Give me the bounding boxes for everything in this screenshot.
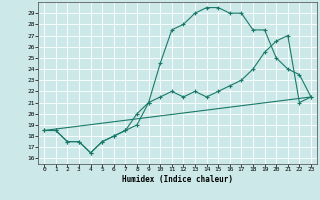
X-axis label: Humidex (Indice chaleur): Humidex (Indice chaleur) — [122, 175, 233, 184]
